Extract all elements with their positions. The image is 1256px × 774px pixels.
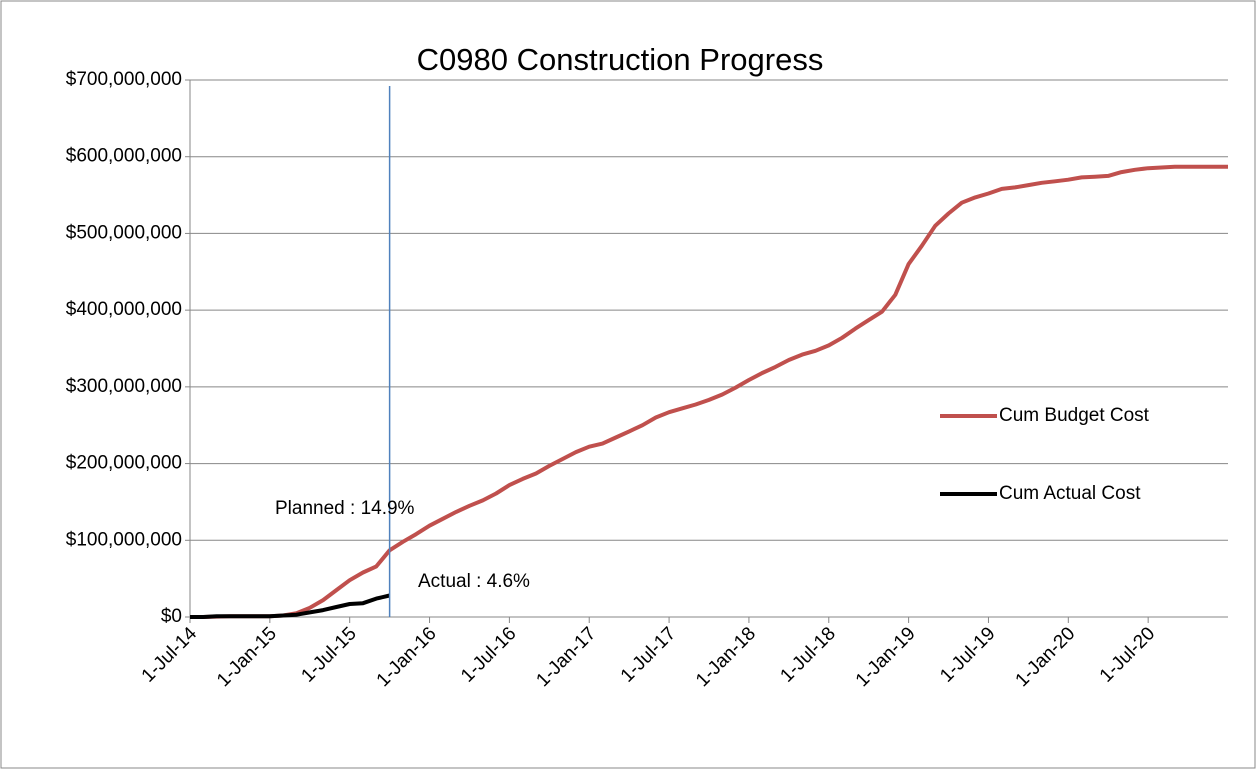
annotation: Actual : 4.6% bbox=[418, 571, 530, 592]
y-tick-label: $200,000,000 bbox=[66, 453, 182, 474]
y-tick-label: $600,000,000 bbox=[66, 146, 182, 167]
y-tick-label: $300,000,000 bbox=[66, 376, 182, 397]
y-tick-label: $400,000,000 bbox=[66, 299, 182, 320]
annotation: Planned : 14.9% bbox=[275, 498, 415, 519]
series-line bbox=[190, 593, 391, 619]
y-tick-label: $0 bbox=[161, 606, 182, 627]
series-line bbox=[190, 164, 1228, 619]
y-tick-label: $100,000,000 bbox=[66, 529, 182, 550]
y-tick-label: $500,000,000 bbox=[66, 222, 182, 243]
legend-label: Cum Actual Cost bbox=[999, 483, 1141, 504]
chart-title: C0980 Construction Progress bbox=[417, 42, 824, 77]
legend-label: Cum Budget Cost bbox=[999, 405, 1150, 426]
y-tick-label: $700,000,000 bbox=[66, 69, 182, 90]
